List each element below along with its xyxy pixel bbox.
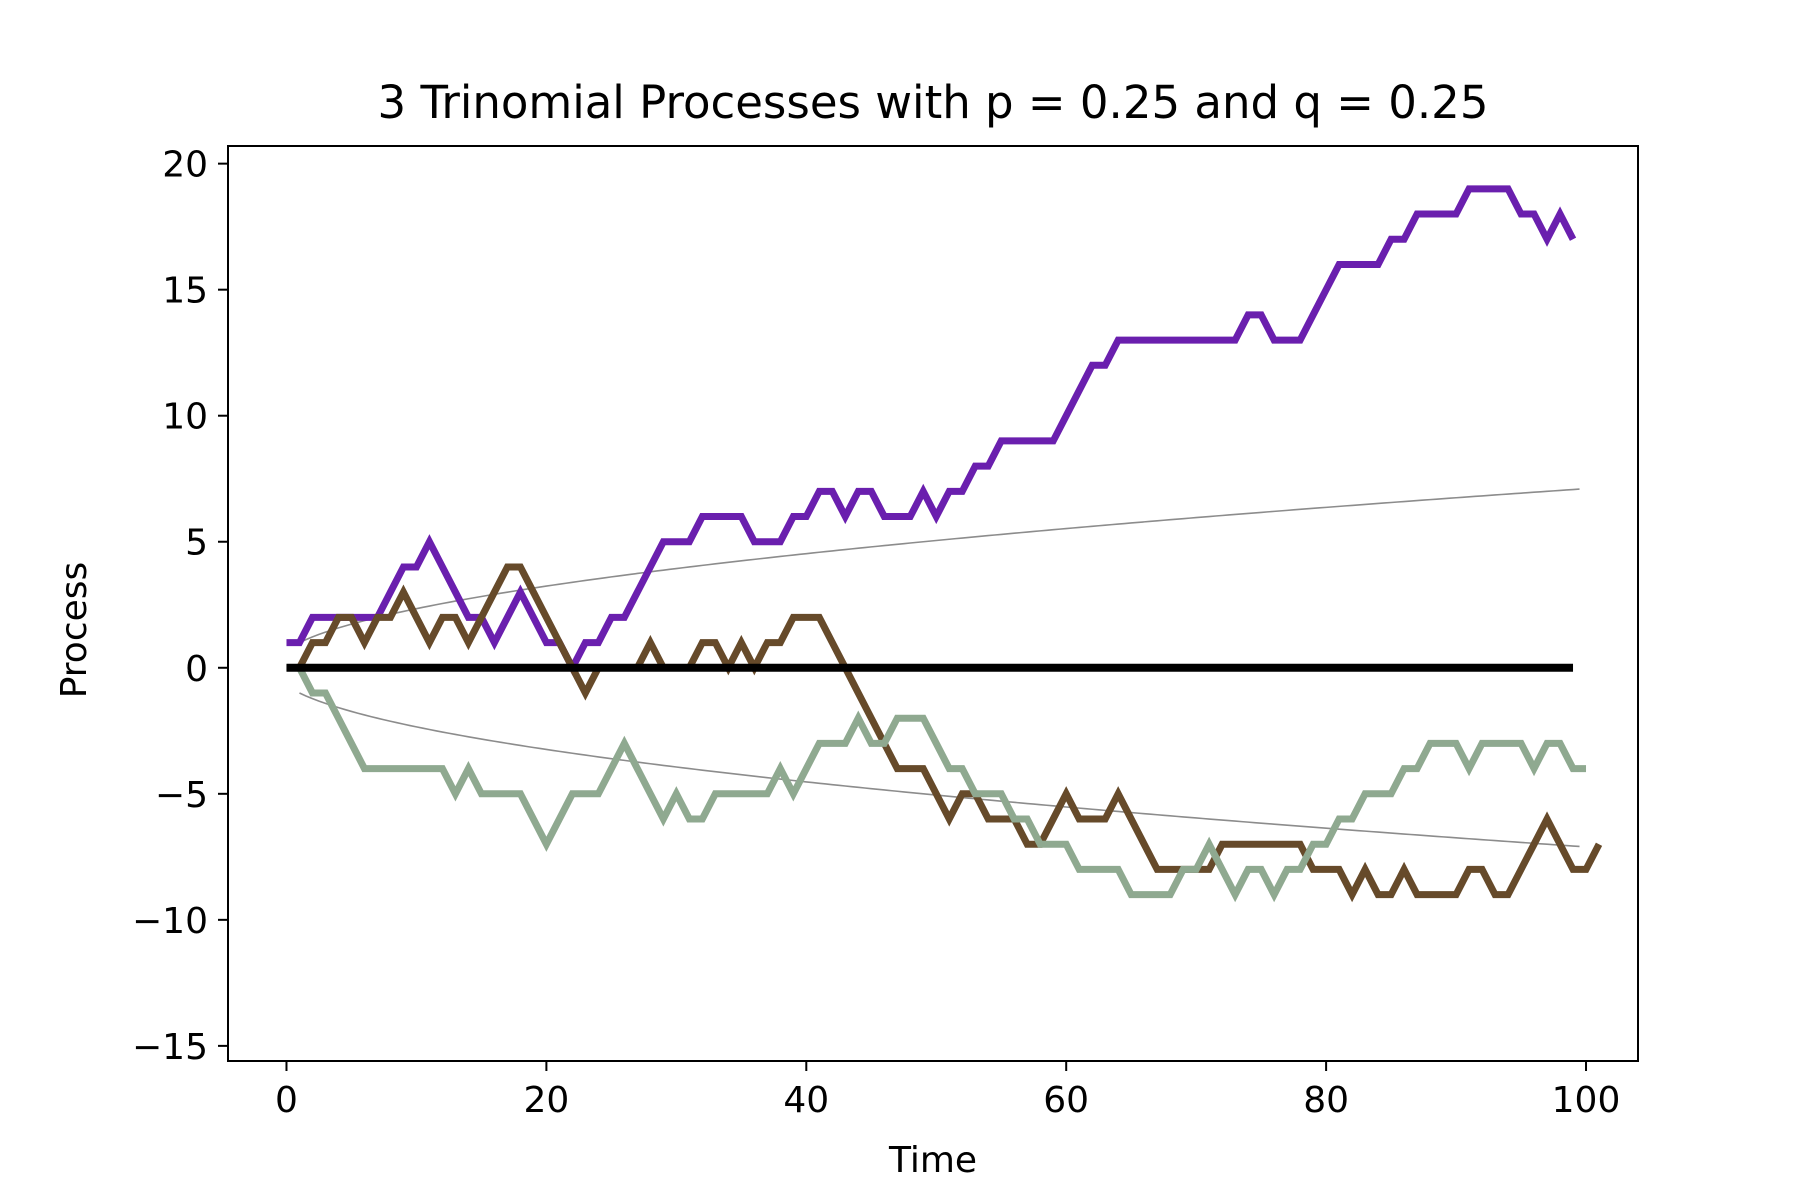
- series-line-2: [286, 563, 1603, 903]
- series-line-3: [286, 664, 1587, 903]
- y-tick-label: 5: [185, 523, 208, 564]
- x-tick-label: 60: [1043, 1080, 1089, 1121]
- x-tick-label: 40: [783, 1080, 829, 1121]
- x-axis: 0 20 40 60 80 100: [275, 1061, 1620, 1121]
- y-axis: −15 −10 −5 0 5 10 15 20: [132, 145, 228, 1068]
- y-tick-label: 15: [162, 271, 208, 312]
- x-tick-label: 100: [1552, 1080, 1621, 1121]
- y-tick-label: 20: [162, 145, 208, 186]
- plot-area: [286, 185, 1603, 903]
- series-line-1: [286, 185, 1577, 676]
- x-tick-label: 80: [1303, 1080, 1349, 1121]
- x-axis-label: Time: [888, 1140, 977, 1181]
- y-tick-label: 0: [185, 649, 208, 690]
- plot-frame: [227, 145, 1639, 1062]
- y-tick-label: 10: [162, 397, 208, 438]
- x-tick-label: 0: [275, 1080, 298, 1121]
- chart-title: 3 Trinomial Processes with p = 0.25 and …: [378, 76, 1489, 129]
- y-tick-label: −5: [155, 775, 208, 816]
- upper-envelope-line: [299, 488, 1580, 644]
- x-tick-label: 20: [523, 1080, 569, 1121]
- y-tick-label: −15: [132, 1027, 208, 1068]
- y-tick-label: −10: [132, 901, 208, 942]
- y-axis-label: Process: [54, 562, 95, 699]
